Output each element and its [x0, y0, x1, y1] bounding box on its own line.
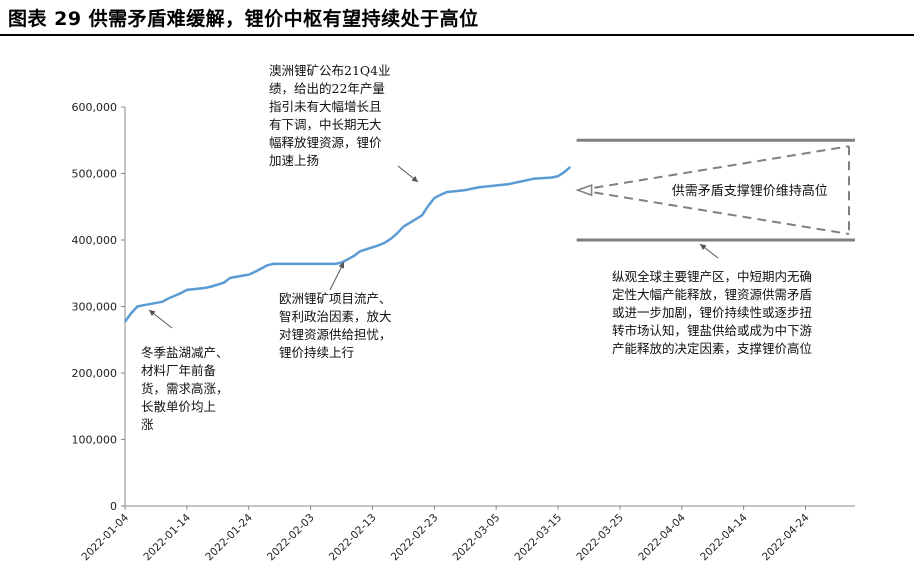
- price-band: 供需矛盾支撑锂价维持高位: [575, 138, 855, 242]
- x-tick-label: 2022-04-14: [698, 511, 750, 563]
- y-tick-label: 600,000: [72, 101, 118, 114]
- annotation-europe: 欧洲锂矿项目流产、 智利政治因素，放大 对锂资源供给担忧， 锂价持续上行: [279, 291, 392, 360]
- y-tick-label: 100,000: [72, 434, 118, 447]
- x-tick-label: 2022-03-05: [451, 512, 503, 564]
- annotation-winter: 冬季盐湖减产、 材料厂年前备 货，需求高涨， 长散单价均上 涨: [141, 345, 229, 432]
- x-tick-label: 2022-04-24: [760, 511, 812, 563]
- y-tick-label: 500,000: [72, 168, 118, 181]
- x-tick-label: 2022-02-03: [265, 512, 317, 564]
- arrow-europe: [329, 261, 345, 291]
- band-arrow-tip: [575, 184, 593, 197]
- title-rule: [0, 34, 914, 36]
- x-tick-label: 2022-04-04: [636, 511, 688, 563]
- x-tick-label: 2022-03-25: [574, 512, 626, 564]
- x-tick-label: 2022-01-04: [79, 511, 131, 563]
- annotation-global: 纵观全球主要锂产区，中短期内无确 定性大幅产能释放，锂资源供需矛盾 或进一步加剧…: [612, 269, 813, 356]
- band-dashed-upper: [579, 145, 850, 192]
- annotation-arrows: [148, 165, 719, 329]
- band-dashed-lower: [579, 189, 850, 235]
- series-line-lithium-price: [123, 165, 572, 323]
- x-tick-label: 2022-03-15: [513, 512, 565, 564]
- x-tick-label: 2022-02-13: [327, 512, 379, 564]
- arrow-winter: [148, 309, 173, 329]
- arrow-global: [699, 243, 719, 259]
- y-tick-label: 400,000: [72, 234, 118, 247]
- x-tick-label: 2022-02-23: [389, 512, 441, 564]
- series-layer: [123, 165, 572, 323]
- page-title: 图表 29 供需矛盾难缓解，锂价中枢有望持续处于高位: [8, 8, 479, 30]
- x-tick-label: 2022-01-24: [203, 511, 255, 563]
- y-tick-label: 300,000: [72, 301, 118, 314]
- y-tick-label: 0: [110, 500, 117, 513]
- x-tick-label: 2022-01-14: [141, 511, 193, 563]
- y-tick-label: 200,000: [72, 367, 118, 380]
- band-label: 供需矛盾支撑锂价维持高位: [672, 183, 828, 199]
- annotation-australia: 澳洲锂矿公布21Q4业 绩，给出的22年产量 指引未有大幅增长且 有下调，中长期…: [269, 63, 391, 168]
- arrow-australia: [397, 165, 419, 183]
